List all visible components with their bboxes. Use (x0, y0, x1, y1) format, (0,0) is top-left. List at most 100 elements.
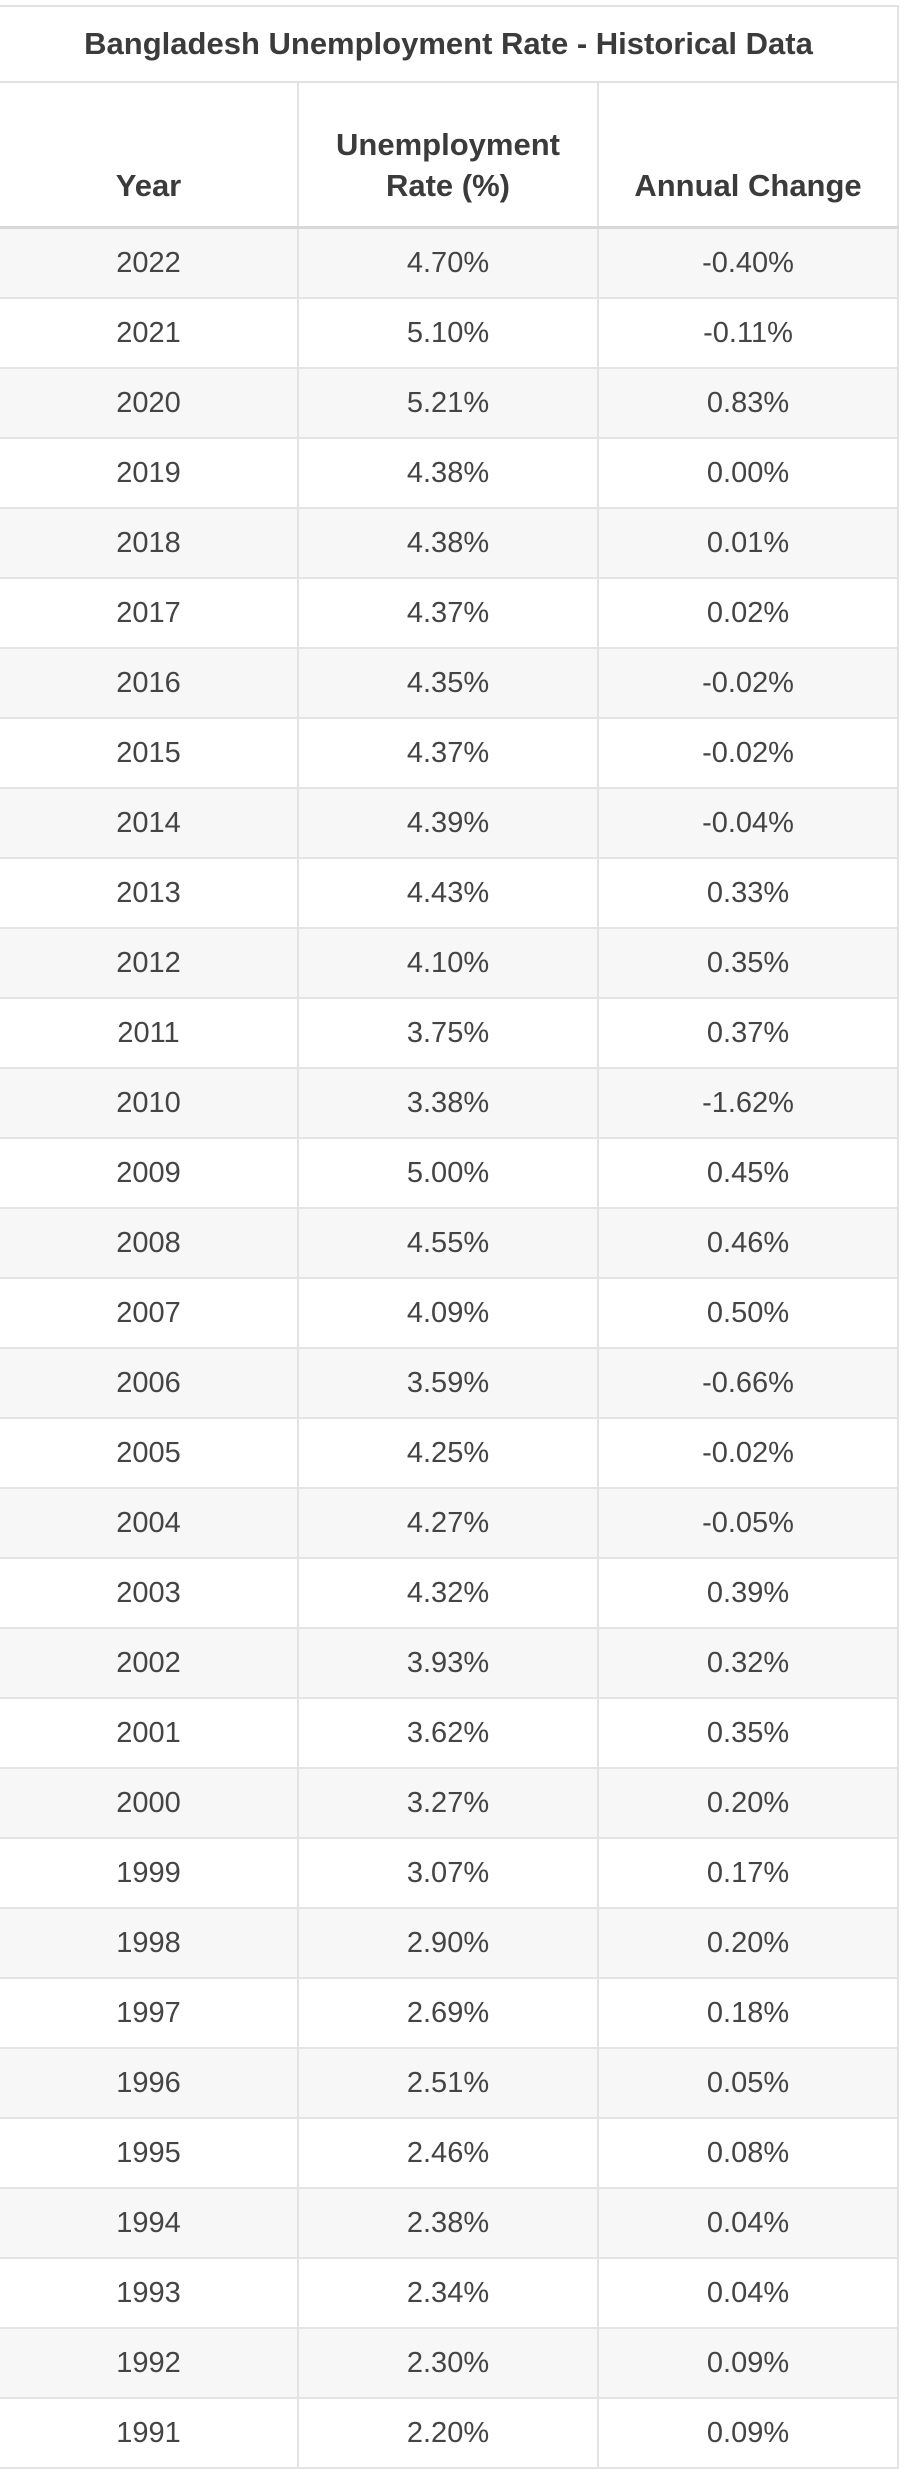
cell-unemployment-rate: 4.10% (298, 928, 599, 999)
cell-annual-change: 0.18% (598, 1978, 900, 2049)
cell-year: 1999 (0, 1838, 299, 1909)
cell-unemployment-rate: 3.59% (298, 1348, 599, 1419)
table-row: 2005 4.25% -0.02% (0, 1418, 900, 1489)
cell-year: 2007 (0, 1278, 299, 1349)
table-row: 1997 2.69% 0.18% (0, 1978, 900, 2049)
table-row: 2020 5.21% 0.83% (0, 368, 900, 439)
cell-year: 1991 (0, 2398, 299, 2469)
table-row: 2001 3.62% 0.35% (0, 1698, 900, 1769)
cell-annual-change: 0.09% (598, 2328, 900, 2399)
cell-annual-change: 0.39% (598, 1558, 900, 1629)
cell-annual-change: -0.02% (598, 718, 900, 789)
table-row: 2021 5.10% -0.11% (0, 298, 900, 369)
cell-unemployment-rate: 4.38% (298, 438, 599, 509)
cell-annual-change: -0.02% (598, 648, 900, 719)
cell-year: 2019 (0, 438, 299, 509)
cell-unemployment-rate: 2.20% (298, 2398, 599, 2469)
cell-annual-change: -0.04% (598, 788, 900, 859)
cell-year: 2012 (0, 928, 299, 999)
cell-annual-change: 0.35% (598, 1698, 900, 1769)
cell-year: 2004 (0, 1488, 299, 1559)
cell-year: 2005 (0, 1418, 299, 1489)
cell-unemployment-rate: 2.46% (298, 2118, 599, 2189)
cell-annual-change: 0.50% (598, 1278, 900, 1349)
table-row: 1993 2.34% 0.04% (0, 2258, 900, 2329)
table-row: 1992 2.30% 0.09% (0, 2328, 900, 2399)
cell-annual-change: -0.40% (598, 227, 900, 299)
cell-annual-change: 0.45% (598, 1138, 900, 1209)
cell-annual-change: 0.05% (598, 2048, 900, 2119)
table-row: 2017 4.37% 0.02% (0, 578, 900, 649)
header-annual-change: Annual Change (598, 82, 900, 229)
cell-year: 2013 (0, 858, 299, 929)
cell-year: 1995 (0, 2118, 299, 2189)
cell-year: 1996 (0, 2048, 299, 2119)
cell-annual-change: 0.00% (598, 438, 900, 509)
cell-unemployment-rate: 4.09% (298, 1278, 599, 1349)
cell-unemployment-rate: 4.27% (298, 1488, 599, 1559)
cell-year: 2006 (0, 1348, 299, 1419)
cell-unemployment-rate: 3.07% (298, 1838, 599, 1909)
cell-year: 2010 (0, 1068, 299, 1139)
cell-annual-change: -0.05% (598, 1488, 900, 1559)
cell-unemployment-rate: 5.21% (298, 368, 599, 439)
cell-year: 1998 (0, 1908, 299, 1979)
table-row: 2019 4.38% 0.00% (0, 438, 900, 509)
table-header-row: Year Unemployment Rate (%) Annual Change (0, 82, 900, 229)
cell-unemployment-rate: 3.62% (298, 1698, 599, 1769)
table-row: 1996 2.51% 0.05% (0, 2048, 900, 2119)
cell-unemployment-rate: 4.39% (298, 788, 599, 859)
header-year: Year (0, 82, 299, 229)
cell-year: 2018 (0, 508, 299, 579)
cell-annual-change: 0.02% (598, 578, 900, 649)
cell-annual-change: 0.46% (598, 1208, 900, 1279)
cell-year: 2017 (0, 578, 299, 649)
cell-annual-change: 0.32% (598, 1628, 900, 1699)
table-row: 1994 2.38% 0.04% (0, 2188, 900, 2259)
cell-year: 2002 (0, 1628, 299, 1699)
table-row: 2011 3.75% 0.37% (0, 998, 900, 1069)
cell-year: 2000 (0, 1768, 299, 1839)
cell-annual-change: 0.37% (598, 998, 900, 1069)
table-row: 2006 3.59% -0.66% (0, 1348, 900, 1419)
table-row: 2007 4.09% 0.50% (0, 1278, 900, 1349)
cell-unemployment-rate: 4.35% (298, 648, 599, 719)
cell-unemployment-rate: 4.37% (298, 578, 599, 649)
table-row: 2004 4.27% -0.05% (0, 1488, 900, 1559)
table-row: 2013 4.43% 0.33% (0, 858, 900, 929)
table-row: 2018 4.38% 0.01% (0, 508, 900, 579)
cell-annual-change: 0.20% (598, 1768, 900, 1839)
header-rate-line2: Rate (%) (385, 167, 510, 203)
cell-annual-change: 0.09% (598, 2398, 900, 2469)
cell-year: 2016 (0, 648, 299, 719)
table-row: 2014 4.39% -0.04% (0, 788, 900, 859)
cell-year: 2020 (0, 368, 299, 439)
table-row: 2003 4.32% 0.39% (0, 1558, 900, 1629)
table-row: 2009 5.00% 0.45% (0, 1138, 900, 1209)
table-caption-row: Bangladesh Unemployment Rate - Historica… (0, 5, 900, 83)
table-row: 2016 4.35% -0.02% (0, 648, 900, 719)
header-unemployment-rate: Unemployment Rate (%) (298, 82, 599, 229)
cell-unemployment-rate: 2.30% (298, 2328, 599, 2399)
cell-annual-change: -0.11% (598, 298, 900, 369)
cell-annual-change: -0.02% (598, 1418, 900, 1489)
table-body: 2022 4.70% -0.40% 2021 5.10% -0.11% 2020 5.21% 0… (0, 227, 900, 2469)
cell-unemployment-rate: 2.38% (298, 2188, 599, 2259)
table-row: 1991 2.20% 0.09% (0, 2398, 900, 2469)
table-row: 2012 4.10% 0.35% (0, 928, 900, 999)
table-row: 2002 3.93% 0.32% (0, 1628, 900, 1699)
cell-unemployment-rate: 4.37% (298, 718, 599, 789)
cell-year: 2014 (0, 788, 299, 859)
cell-unemployment-rate: 4.38% (298, 508, 599, 579)
data-table-container: Bangladesh Unemployment Rate - Historica… (0, 5, 900, 2469)
header-rate-line1: Unemployment (336, 127, 560, 163)
cell-annual-change: 0.04% (598, 2188, 900, 2259)
cell-year: 2003 (0, 1558, 299, 1629)
cell-annual-change: 0.17% (598, 1838, 900, 1909)
table-row: 2008 4.55% 0.46% (0, 1208, 900, 1279)
cell-unemployment-rate: 2.90% (298, 1908, 599, 1979)
cell-unemployment-rate: 4.32% (298, 1558, 599, 1629)
table-row: 2010 3.38% -1.62% (0, 1068, 900, 1139)
cell-year: 2021 (0, 298, 299, 369)
cell-year: 2015 (0, 718, 299, 789)
